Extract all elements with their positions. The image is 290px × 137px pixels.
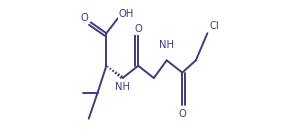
Text: O: O — [134, 24, 142, 34]
Text: Cl: Cl — [209, 21, 219, 31]
Text: O: O — [81, 13, 89, 23]
Text: NH: NH — [159, 40, 174, 50]
Text: NH: NH — [115, 82, 130, 92]
Text: OH: OH — [119, 9, 134, 19]
Text: O: O — [178, 109, 186, 119]
